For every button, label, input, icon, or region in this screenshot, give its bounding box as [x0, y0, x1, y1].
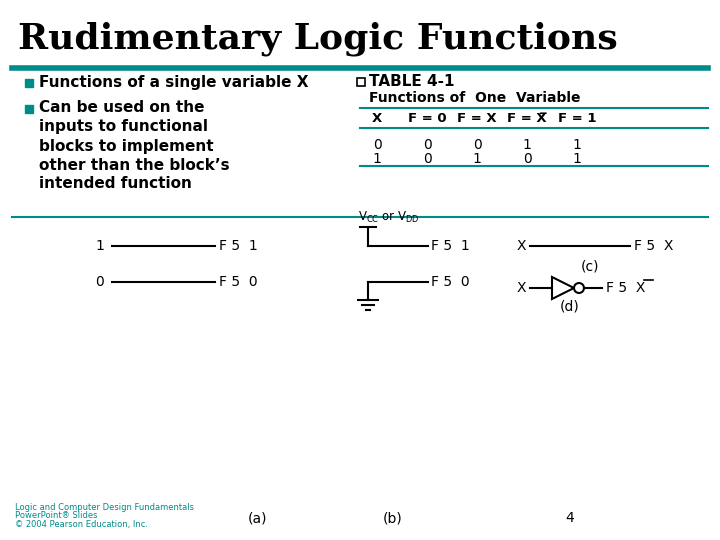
Text: Can be used on the: Can be used on the — [39, 100, 204, 116]
Text: 0: 0 — [423, 152, 431, 166]
Text: X: X — [516, 239, 526, 253]
Bar — [25, 79, 33, 87]
Text: 0: 0 — [423, 138, 431, 152]
Text: 1: 1 — [372, 152, 382, 166]
Text: inputs to functional: inputs to functional — [39, 119, 208, 134]
Text: F = X̅: F = X̅ — [507, 111, 546, 125]
Text: F 5  1: F 5 1 — [219, 239, 258, 253]
Text: (c): (c) — [581, 259, 599, 273]
Text: 0: 0 — [523, 152, 531, 166]
Bar — [357, 78, 365, 86]
Text: 1: 1 — [572, 152, 582, 166]
Text: F = 1: F = 1 — [558, 111, 596, 125]
Text: F 5  0: F 5 0 — [431, 275, 469, 289]
Text: 1: 1 — [472, 152, 482, 166]
Text: F 5  0: F 5 0 — [219, 275, 258, 289]
Text: 0: 0 — [373, 138, 382, 152]
Text: F = X: F = X — [457, 111, 497, 125]
Text: F 5  1: F 5 1 — [431, 239, 469, 253]
Text: X: X — [516, 281, 526, 295]
Text: Functions of  One  Variable: Functions of One Variable — [369, 91, 580, 105]
Text: 1: 1 — [572, 138, 582, 152]
Text: F 5  X: F 5 X — [606, 281, 645, 295]
Text: blocks to implement: blocks to implement — [39, 138, 214, 153]
Text: V$_\mathregular{CC}$ or V$_\mathregular{DD}$: V$_\mathregular{CC}$ or V$_\mathregular{… — [358, 210, 420, 225]
Text: PowerPoint® Slides: PowerPoint® Slides — [15, 511, 97, 521]
Text: 0: 0 — [472, 138, 482, 152]
Text: F 5  X: F 5 X — [634, 239, 673, 253]
Text: Rudimentary Logic Functions: Rudimentary Logic Functions — [18, 22, 618, 57]
Text: Functions of a single variable X: Functions of a single variable X — [39, 75, 308, 90]
Text: © 2004 Pearson Education, Inc.: © 2004 Pearson Education, Inc. — [15, 519, 148, 529]
Text: 1: 1 — [523, 138, 531, 152]
Text: X: X — [372, 111, 382, 125]
Text: 4: 4 — [566, 511, 575, 525]
Text: (b): (b) — [383, 511, 403, 525]
Text: 0: 0 — [95, 275, 104, 289]
Text: TABLE 4-1: TABLE 4-1 — [369, 75, 454, 90]
Text: Logic and Computer Design Fundamentals: Logic and Computer Design Fundamentals — [15, 503, 194, 512]
Text: (d): (d) — [560, 299, 580, 313]
Text: (a): (a) — [248, 511, 268, 525]
Text: F = 0: F = 0 — [408, 111, 446, 125]
Text: 1: 1 — [95, 239, 104, 253]
Text: intended function: intended function — [39, 177, 192, 192]
Bar — [25, 105, 33, 113]
Text: other than the block’s: other than the block’s — [39, 158, 230, 172]
